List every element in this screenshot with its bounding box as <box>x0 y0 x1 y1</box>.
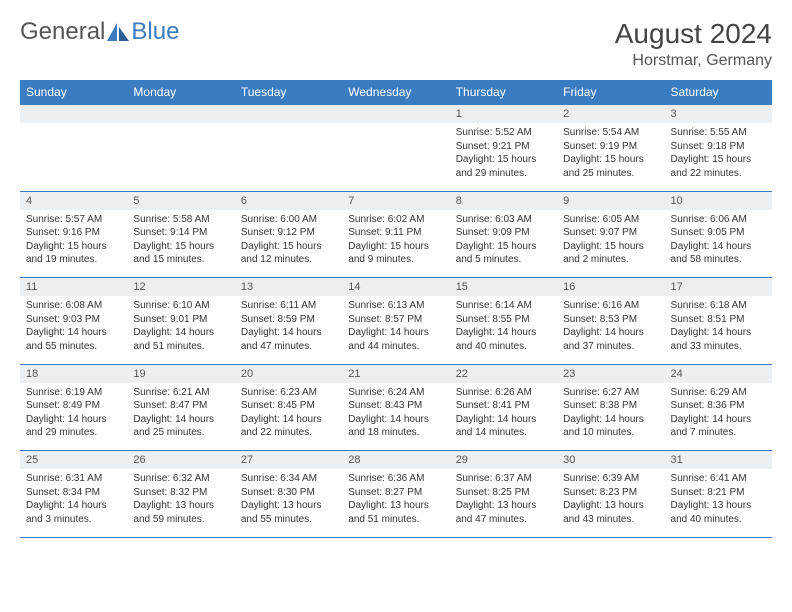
day-number: 9 <box>557 191 664 210</box>
day-cell <box>342 123 449 191</box>
day-cell: Sunrise: 6:27 AMSunset: 8:38 PMDaylight:… <box>557 383 664 451</box>
day-cell: Sunrise: 6:29 AMSunset: 8:36 PMDaylight:… <box>665 383 772 451</box>
day-number-row: 18192021222324 <box>20 364 772 383</box>
day-number: 27 <box>235 451 342 470</box>
day-content-row: Sunrise: 6:31 AMSunset: 8:34 PMDaylight:… <box>20 469 772 537</box>
day-number: 2 <box>557 105 664 124</box>
day-cell: Sunrise: 6:00 AMSunset: 9:12 PMDaylight:… <box>235 210 342 278</box>
day-content-row: Sunrise: 5:52 AMSunset: 9:21 PMDaylight:… <box>20 123 772 191</box>
day-cell: Sunrise: 6:34 AMSunset: 8:30 PMDaylight:… <box>235 469 342 537</box>
brand-logo: General Blue <box>20 18 179 46</box>
day-number: 26 <box>127 451 234 470</box>
day-number: 11 <box>20 278 127 297</box>
day-number-row: 11121314151617 <box>20 278 772 297</box>
weekday-header: Wednesday <box>342 80 449 105</box>
day-cell: Sunrise: 5:58 AMSunset: 9:14 PMDaylight:… <box>127 210 234 278</box>
day-cell: Sunrise: 6:26 AMSunset: 8:41 PMDaylight:… <box>450 383 557 451</box>
day-cell: Sunrise: 6:19 AMSunset: 8:49 PMDaylight:… <box>20 383 127 451</box>
day-number: 7 <box>342 191 449 210</box>
day-cell: Sunrise: 6:39 AMSunset: 8:23 PMDaylight:… <box>557 469 664 537</box>
day-cell: Sunrise: 5:55 AMSunset: 9:18 PMDaylight:… <box>665 123 772 191</box>
day-number: 31 <box>665 451 772 470</box>
day-cell: Sunrise: 6:06 AMSunset: 9:05 PMDaylight:… <box>665 210 772 278</box>
day-number: 6 <box>235 191 342 210</box>
day-number: 25 <box>20 451 127 470</box>
day-number: 13 <box>235 278 342 297</box>
day-cell: Sunrise: 6:18 AMSunset: 8:51 PMDaylight:… <box>665 296 772 364</box>
day-number: 30 <box>557 451 664 470</box>
day-cell <box>20 123 127 191</box>
day-cell: Sunrise: 6:11 AMSunset: 8:59 PMDaylight:… <box>235 296 342 364</box>
brand-part1: General <box>20 18 105 46</box>
day-number: 19 <box>127 364 234 383</box>
day-number: 20 <box>235 364 342 383</box>
day-cell <box>127 123 234 191</box>
day-cell: Sunrise: 5:52 AMSunset: 9:21 PMDaylight:… <box>450 123 557 191</box>
day-cell: Sunrise: 6:14 AMSunset: 8:55 PMDaylight:… <box>450 296 557 364</box>
day-cell: Sunrise: 6:16 AMSunset: 8:53 PMDaylight:… <box>557 296 664 364</box>
day-cell: Sunrise: 6:13 AMSunset: 8:57 PMDaylight:… <box>342 296 449 364</box>
day-cell: Sunrise: 5:57 AMSunset: 9:16 PMDaylight:… <box>20 210 127 278</box>
calendar-table: SundayMondayTuesdayWednesdayThursdayFrid… <box>20 80 772 538</box>
day-number: 4 <box>20 191 127 210</box>
day-cell: Sunrise: 6:10 AMSunset: 9:01 PMDaylight:… <box>127 296 234 364</box>
location-label: Horstmar, Germany <box>615 52 772 70</box>
day-cell: Sunrise: 6:02 AMSunset: 9:11 PMDaylight:… <box>342 210 449 278</box>
day-number: 5 <box>127 191 234 210</box>
day-number: 12 <box>127 278 234 297</box>
day-number-row: 123 <box>20 105 772 124</box>
weekday-header-row: SundayMondayTuesdayWednesdayThursdayFrid… <box>20 80 772 105</box>
day-cell: Sunrise: 6:03 AMSunset: 9:09 PMDaylight:… <box>450 210 557 278</box>
day-cell: Sunrise: 6:21 AMSunset: 8:47 PMDaylight:… <box>127 383 234 451</box>
day-number <box>127 105 234 124</box>
day-number: 23 <box>557 364 664 383</box>
weekday-header: Monday <box>127 80 234 105</box>
day-content-row: Sunrise: 5:57 AMSunset: 9:16 PMDaylight:… <box>20 210 772 278</box>
day-content-row: Sunrise: 6:19 AMSunset: 8:49 PMDaylight:… <box>20 383 772 451</box>
day-number: 28 <box>342 451 449 470</box>
title-block: August 2024 Horstmar, Germany <box>615 18 772 70</box>
day-number: 16 <box>557 278 664 297</box>
weekday-header: Tuesday <box>235 80 342 105</box>
weekday-header: Thursday <box>450 80 557 105</box>
day-number: 14 <box>342 278 449 297</box>
month-title: August 2024 <box>615 18 772 50</box>
brand-part2: Blue <box>131 18 179 46</box>
day-cell: Sunrise: 6:23 AMSunset: 8:45 PMDaylight:… <box>235 383 342 451</box>
day-number: 15 <box>450 278 557 297</box>
day-cell: Sunrise: 6:41 AMSunset: 8:21 PMDaylight:… <box>665 469 772 537</box>
day-number-row: 45678910 <box>20 191 772 210</box>
day-number: 17 <box>665 278 772 297</box>
day-cell: Sunrise: 6:24 AMSunset: 8:43 PMDaylight:… <box>342 383 449 451</box>
day-cell: Sunrise: 6:37 AMSunset: 8:25 PMDaylight:… <box>450 469 557 537</box>
day-cell: Sunrise: 6:05 AMSunset: 9:07 PMDaylight:… <box>557 210 664 278</box>
day-number <box>20 105 127 124</box>
day-number: 29 <box>450 451 557 470</box>
day-cell: Sunrise: 6:36 AMSunset: 8:27 PMDaylight:… <box>342 469 449 537</box>
day-cell <box>235 123 342 191</box>
day-cell: Sunrise: 6:08 AMSunset: 9:03 PMDaylight:… <box>20 296 127 364</box>
day-cell: Sunrise: 6:32 AMSunset: 8:32 PMDaylight:… <box>127 469 234 537</box>
day-number-row: 25262728293031 <box>20 451 772 470</box>
page-header: General Blue August 2024 Horstmar, Germa… <box>20 18 772 70</box>
brand-sail-icon <box>107 23 129 41</box>
day-number <box>235 105 342 124</box>
day-number: 1 <box>450 105 557 124</box>
day-number <box>342 105 449 124</box>
weekday-header: Friday <box>557 80 664 105</box>
day-number: 21 <box>342 364 449 383</box>
day-number: 10 <box>665 191 772 210</box>
day-number: 24 <box>665 364 772 383</box>
day-number: 22 <box>450 364 557 383</box>
day-number: 8 <box>450 191 557 210</box>
weekday-header: Saturday <box>665 80 772 105</box>
day-number: 18 <box>20 364 127 383</box>
day-cell: Sunrise: 5:54 AMSunset: 9:19 PMDaylight:… <box>557 123 664 191</box>
day-number: 3 <box>665 105 772 124</box>
day-cell: Sunrise: 6:31 AMSunset: 8:34 PMDaylight:… <box>20 469 127 537</box>
weekday-header: Sunday <box>20 80 127 105</box>
day-content-row: Sunrise: 6:08 AMSunset: 9:03 PMDaylight:… <box>20 296 772 364</box>
